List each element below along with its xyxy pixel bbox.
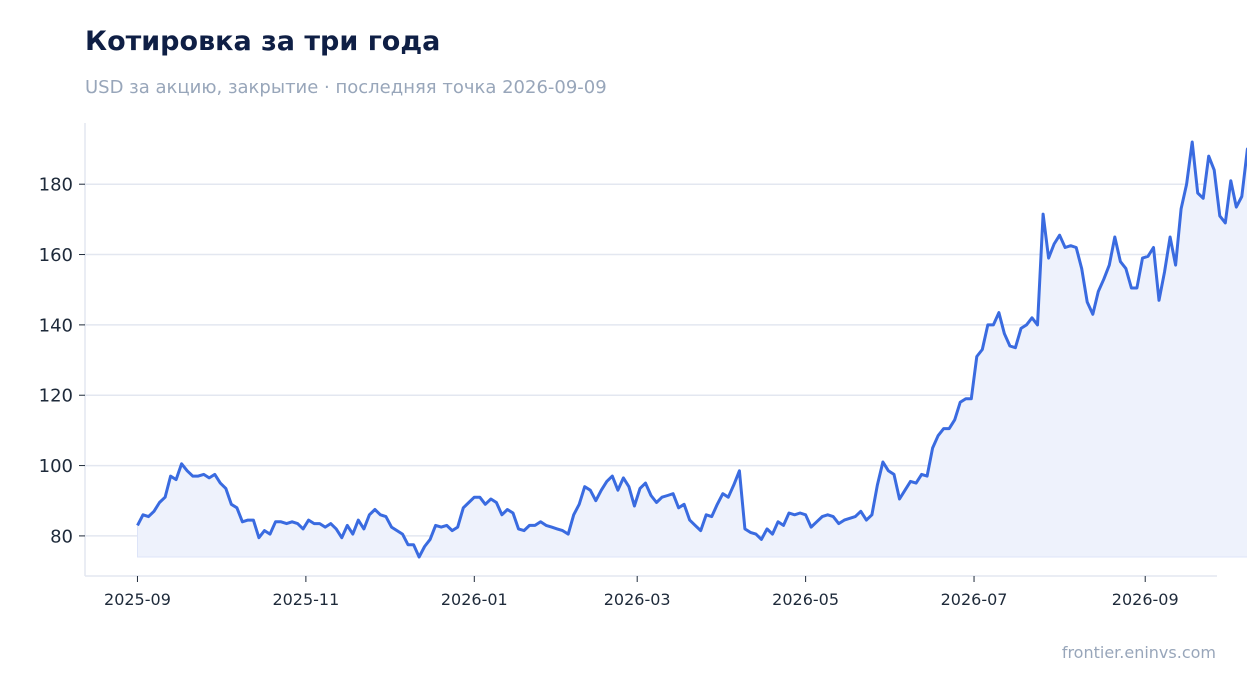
price-line xyxy=(136,140,1247,559)
x-tick-label-5: 2026-07 xyxy=(941,590,1008,609)
x-tick-label-4: 2026-05 xyxy=(772,590,839,609)
chart-subtitle: USD за акцию, закрытие · последняя точка… xyxy=(85,77,607,98)
x-tick-label-1: 2025-11 xyxy=(272,590,339,609)
y-tick-label-3: 140 xyxy=(39,315,73,336)
y-tick-label-4: 160 xyxy=(39,245,73,266)
y-tick-label-2: 120 xyxy=(39,386,73,407)
x-tick-label-2: 2026-01 xyxy=(441,590,508,609)
y-tick-label-1: 100 xyxy=(39,456,73,477)
y-tick-label-5: 180 xyxy=(39,175,73,196)
axes xyxy=(84,123,1217,577)
x-tick-label-0: 2025-09 xyxy=(104,590,171,609)
x-tick-label-6: 2026-09 xyxy=(1112,590,1179,609)
price-area xyxy=(137,141,1247,559)
y-tick-label-0: 80 xyxy=(50,526,73,547)
x-axis-ticks: 2025-09 2025-11 2026-01 2026-03 2026-05 2026-… xyxy=(104,576,1179,609)
chart-title: Котировка за три года xyxy=(85,26,441,57)
x-tick-label-3: 2026-03 xyxy=(604,590,671,609)
source-credit: frontier.eninvs.com xyxy=(1061,643,1216,662)
y-axis-ticks: 80 100 120 140 160 180 xyxy=(39,175,85,547)
